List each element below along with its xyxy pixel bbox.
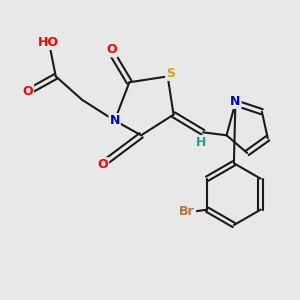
- Text: O: O: [22, 85, 33, 98]
- Text: O: O: [98, 158, 108, 171]
- Text: N: N: [230, 95, 241, 108]
- Text: HO: HO: [38, 36, 59, 49]
- Text: N: N: [110, 114, 120, 127]
- Text: H: H: [196, 136, 207, 149]
- Text: Br: Br: [179, 205, 194, 218]
- Text: S: S: [166, 67, 175, 80]
- Text: O: O: [106, 44, 117, 56]
